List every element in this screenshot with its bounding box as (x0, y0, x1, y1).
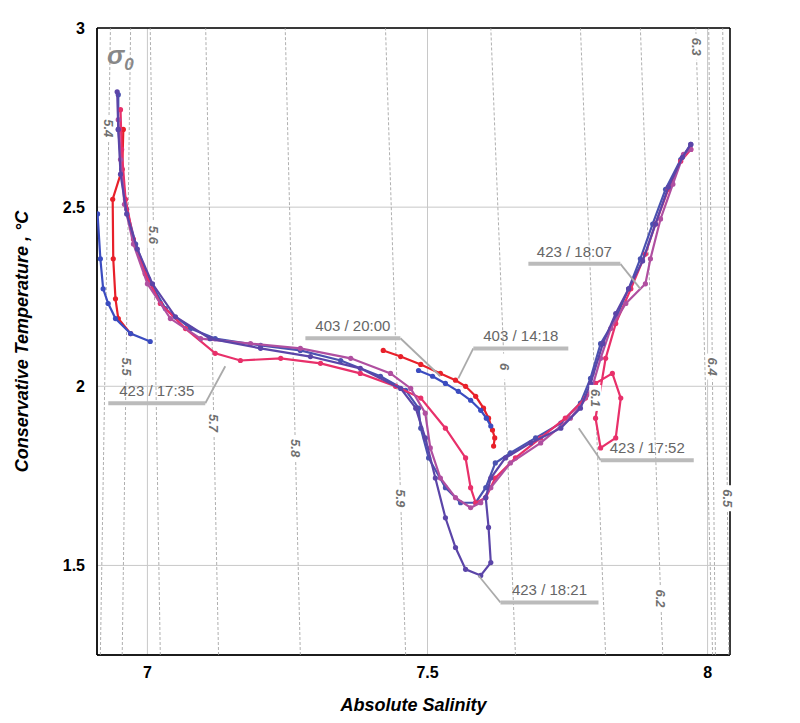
svg-text:Conservative Temperature , °C: Conservative Temperature , °C (12, 210, 32, 473)
svg-text:423 / 17:52: 423 / 17:52 (610, 439, 685, 456)
svg-text:5.4: 5.4 (101, 119, 116, 138)
svg-text:3: 3 (76, 20, 85, 37)
svg-text:423 / 18:07: 423 / 18:07 (537, 243, 612, 260)
svg-text:6.2: 6.2 (653, 590, 668, 609)
svg-text:1.5: 1.5 (63, 557, 85, 574)
svg-text:2: 2 (76, 378, 85, 395)
svg-text:5.8: 5.8 (288, 439, 303, 458)
svg-text:Absolute Salinity: Absolute Salinity (339, 695, 487, 715)
svg-text:6.1: 6.1 (588, 389, 603, 407)
svg-text:6.5: 6.5 (720, 489, 735, 508)
svg-text:7.5: 7.5 (416, 664, 438, 681)
svg-text:6.3: 6.3 (689, 38, 704, 57)
svg-text:403 / 20:00: 403 / 20:00 (315, 317, 390, 334)
svg-text:σ0: σ0 (107, 40, 134, 74)
svg-text:5.5: 5.5 (119, 358, 134, 377)
svg-text:8: 8 (703, 664, 712, 681)
svg-text:403 / 14:18: 403 / 14:18 (483, 327, 558, 344)
svg-text:423 / 18:21: 423 / 18:21 (512, 581, 587, 598)
svg-text:5.6: 5.6 (146, 226, 161, 245)
svg-text:7: 7 (143, 664, 152, 681)
svg-text:5.9: 5.9 (393, 489, 408, 508)
svg-text:5.7: 5.7 (206, 414, 221, 433)
svg-text:6: 6 (497, 363, 512, 371)
svg-text:2.5: 2.5 (63, 199, 85, 216)
svg-text:423 / 17:35: 423 / 17:35 (119, 382, 194, 399)
svg-text:6.4: 6.4 (705, 358, 720, 377)
